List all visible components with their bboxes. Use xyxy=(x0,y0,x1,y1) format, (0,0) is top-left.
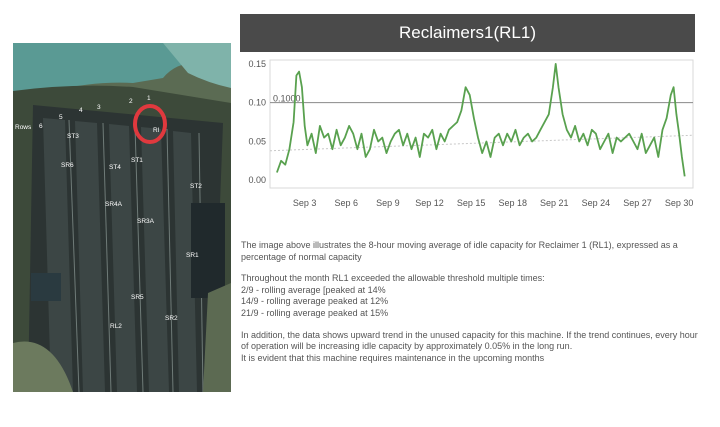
row-number: 2 xyxy=(129,98,133,105)
x-tick-label: Sep 12 xyxy=(415,198,444,208)
threshold-item: 2/9 - rolling average [peaked at 14% xyxy=(241,284,386,295)
aerial-site-image: Rows 6 5 4 3 2 1 ST3 Rl SR6 ST1 ST4 ST2 … xyxy=(13,43,231,392)
commentary: The image above illustrates the 8-hour m… xyxy=(241,240,701,364)
label-st4: ST4 xyxy=(109,164,121,171)
label-sr1: SR1 xyxy=(186,252,199,259)
rl1-highlight-circle xyxy=(133,104,167,144)
chart-title-bar: Reclaimers1(RL1) xyxy=(240,14,695,52)
idle-capacity-series-line xyxy=(276,63,686,177)
idle-capacity-line-chart[interactable]: 0.15 0.10 0.05 0.00 0.1000 Sep 3 Sep 6 Sep 9 Sep… xyxy=(238,56,700,216)
plot-area xyxy=(269,59,694,189)
trend-paragraph: In addition, the data shows upward trend… xyxy=(241,329,698,352)
x-tick-label: Sep 21 xyxy=(540,198,569,208)
rows-label: Rows xyxy=(15,124,32,131)
label-sr4a: SR4A xyxy=(105,201,123,208)
conclusion-paragraph: It is evident that this machine requires… xyxy=(241,352,545,363)
chart-title: Reclaimers1(RL1) xyxy=(399,23,536,42)
row-number: 3 xyxy=(97,104,101,111)
label-rl2: RL2 xyxy=(110,323,122,330)
trend-line xyxy=(269,134,694,152)
x-tick-label: Sep 9 xyxy=(376,198,400,208)
label-sr6: SR6 xyxy=(61,162,74,169)
row-number: 1 xyxy=(147,95,151,102)
x-tick-label: Sep 6 xyxy=(335,198,359,208)
label-sr5: SR5 xyxy=(131,294,144,301)
x-tick-label: Sep 27 xyxy=(623,198,652,208)
row-number: 5 xyxy=(59,114,63,121)
row-number: 4 xyxy=(79,107,83,114)
y-tick-label: 0.15 xyxy=(248,59,266,69)
y-tick-label: 0.05 xyxy=(248,136,266,146)
reference-line-label: 0.1000 xyxy=(273,94,301,104)
description-paragraph: The image above illustrates the 8-hour m… xyxy=(241,240,678,262)
label-sr3a: SR3A xyxy=(137,218,155,225)
threshold-item: 14/9 - rolling average peaked at 12% xyxy=(241,296,389,307)
label-sr2: SR2 xyxy=(165,315,178,322)
threshold-item: 21/9 - rolling average peaked at 15% xyxy=(241,307,389,318)
x-tick-label: Sep 24 xyxy=(582,198,611,208)
x-tick-label: Sep 3 xyxy=(293,198,317,208)
x-tick-label: Sep 18 xyxy=(498,198,527,208)
label-rl1: Rl xyxy=(153,127,160,134)
label-st1: ST1 xyxy=(131,157,143,164)
threshold-intro: Throughout the month RL1 exceeded the al… xyxy=(241,273,545,284)
label-st2: ST2 xyxy=(190,183,202,190)
row-number: 6 xyxy=(39,123,43,130)
y-tick-label: 0.10 xyxy=(248,98,266,108)
label-st3: ST3 xyxy=(67,133,79,140)
x-tick-label: Sep 15 xyxy=(457,198,486,208)
y-tick-label: 0.00 xyxy=(248,175,266,185)
x-tick-label: Sep 30 xyxy=(665,198,694,208)
